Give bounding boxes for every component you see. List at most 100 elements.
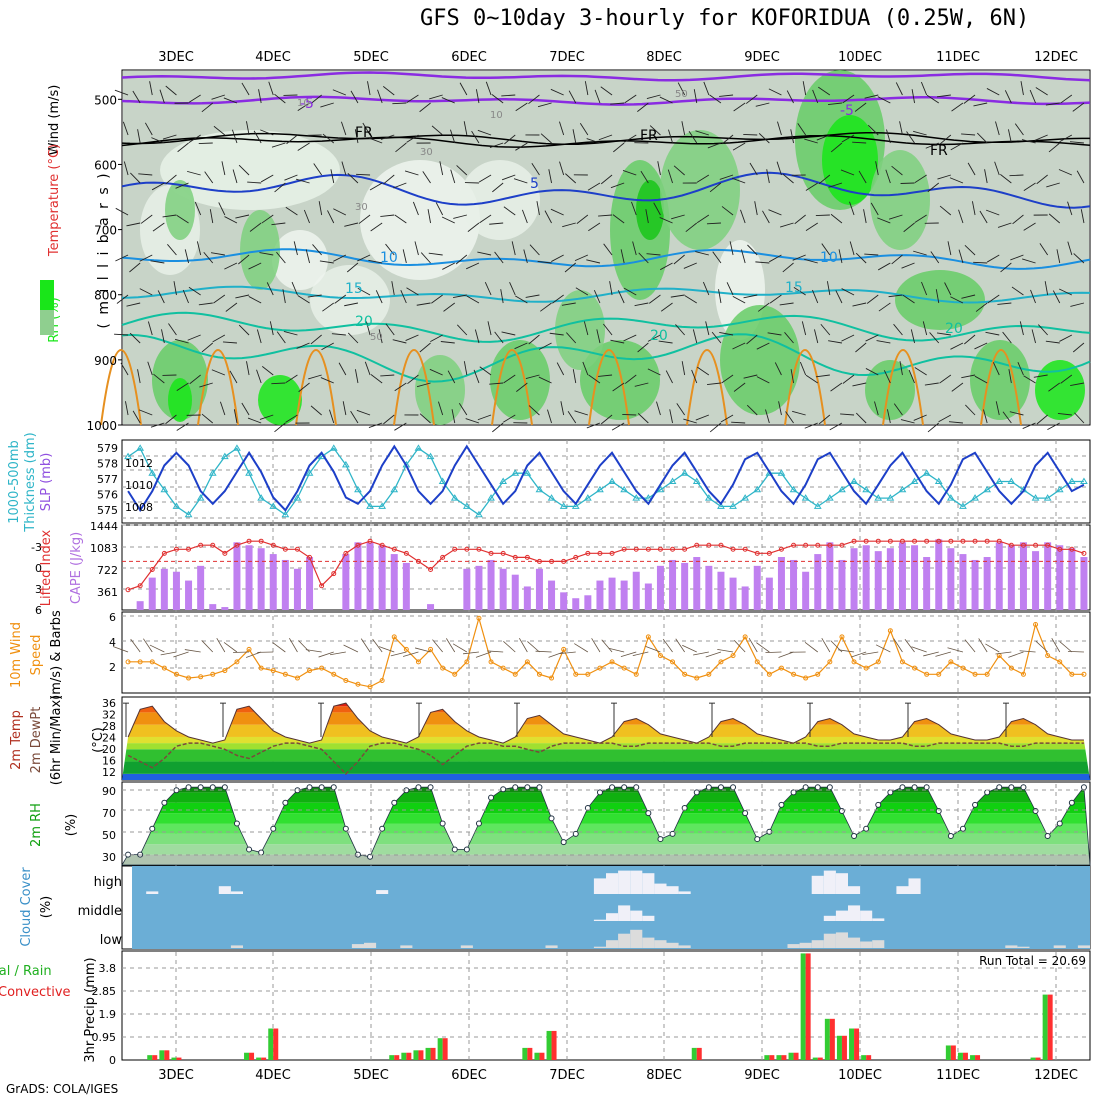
date-label-top: 11DEC xyxy=(936,50,980,65)
wind-barb xyxy=(814,329,819,344)
wind-barb xyxy=(925,142,939,149)
wind-barb xyxy=(951,102,964,112)
wind-barb xyxy=(474,329,480,344)
precip-conv-bar xyxy=(793,1052,799,1060)
wind-barb xyxy=(431,294,443,304)
wind-barb xyxy=(198,302,213,306)
wind-barb xyxy=(961,133,976,136)
wind-barb xyxy=(950,296,964,304)
contour-label: 50 xyxy=(675,89,688,100)
thickness-point xyxy=(378,502,387,509)
wind-barb xyxy=(356,173,371,176)
wind-barb xyxy=(394,214,407,224)
wind-barb xyxy=(985,331,1000,336)
wind-barb xyxy=(1047,422,1060,431)
wind-barb xyxy=(755,261,770,264)
wind-barb xyxy=(926,94,939,104)
wind-barb xyxy=(1037,324,1048,336)
lifted-index-point xyxy=(657,546,663,552)
wind-speed-point xyxy=(234,659,240,665)
date-label-bottom: 12DEC xyxy=(1034,1068,1078,1083)
wind-barb xyxy=(285,206,298,216)
wind-speed-point xyxy=(500,665,506,671)
wind-barb xyxy=(582,361,589,376)
wind-barb xyxy=(865,368,879,376)
precip-conv-bar xyxy=(539,1052,545,1060)
wind-speed-point xyxy=(452,671,458,677)
wind-barb xyxy=(986,88,1000,96)
cloud-bar xyxy=(811,875,824,894)
cape-bar xyxy=(935,539,943,610)
wind-speed-point xyxy=(1081,671,1087,677)
wind-barb xyxy=(971,201,976,216)
rh-point xyxy=(645,810,652,817)
cape-bar xyxy=(342,554,350,610)
temp-band xyxy=(122,724,1090,737)
wind-barb xyxy=(276,251,286,264)
wind-barb xyxy=(936,94,951,98)
wind-barb xyxy=(346,262,359,273)
rh-legend-swatch xyxy=(40,310,54,335)
wind-barb xyxy=(383,414,395,425)
wind-barb xyxy=(920,81,928,96)
cloud-bar xyxy=(799,942,812,948)
wind-barb xyxy=(776,161,782,176)
wind-barb xyxy=(383,174,395,185)
wind-barb-10m xyxy=(850,651,867,658)
wind-speed-point xyxy=(670,659,676,665)
wind-barb-10m xyxy=(379,646,395,653)
cape-bar xyxy=(608,577,616,610)
wind-barb xyxy=(695,251,709,256)
wind-barb xyxy=(688,131,698,144)
wind-barb xyxy=(669,409,673,424)
wind-barb xyxy=(1009,174,1024,177)
temp-tick-label: 12 xyxy=(102,766,116,779)
cape-tick-label: 722 xyxy=(97,564,118,577)
wind-barb xyxy=(116,294,129,304)
contour-label: 10 xyxy=(490,110,503,121)
thickness-point xyxy=(329,444,338,451)
cape-bar xyxy=(814,554,822,610)
precip-conv-bar xyxy=(249,1052,255,1060)
rh-point xyxy=(669,830,676,837)
rh-point xyxy=(1032,808,1039,815)
wind-barb xyxy=(1067,241,1073,256)
wind-barb xyxy=(777,121,782,136)
wind-barb xyxy=(453,294,467,298)
wind-speed-point xyxy=(960,665,966,671)
wind-barb xyxy=(891,254,903,265)
wind-barb xyxy=(168,323,177,336)
wind-barb xyxy=(440,341,455,344)
wind-barb xyxy=(276,331,286,344)
wind-speed-point xyxy=(428,646,434,652)
wind-barb xyxy=(673,165,685,176)
wind-barb-10m xyxy=(893,638,903,653)
wind-speed-point xyxy=(270,668,276,674)
contour-label: 10 xyxy=(820,250,838,266)
rh-tick-label: 90 xyxy=(102,785,116,798)
thickness-point xyxy=(596,485,604,493)
wind-barb-10m xyxy=(475,651,492,658)
thickness-point xyxy=(813,502,822,509)
wind-barb xyxy=(248,262,262,270)
wind-barb xyxy=(260,174,274,183)
wind-speed-point xyxy=(222,668,228,674)
wind-barb xyxy=(149,81,153,96)
lifted-index-point xyxy=(149,567,155,573)
rh-point xyxy=(318,784,325,791)
thickness-point xyxy=(777,469,786,476)
wind-barb xyxy=(975,302,988,312)
wind-barb xyxy=(774,362,782,376)
wind-barb xyxy=(501,94,516,97)
lifted-index-point xyxy=(621,546,627,552)
wind-barb xyxy=(129,262,141,273)
wind-barb-10m xyxy=(1035,640,1048,653)
rh-point xyxy=(657,836,664,843)
cape-bar xyxy=(862,545,870,610)
wind-barb xyxy=(441,216,455,224)
wind-barb xyxy=(579,122,589,136)
wind-barb xyxy=(492,422,504,433)
wind-barb xyxy=(632,241,637,256)
wind-barb xyxy=(463,361,468,376)
wind-barb xyxy=(516,382,528,392)
